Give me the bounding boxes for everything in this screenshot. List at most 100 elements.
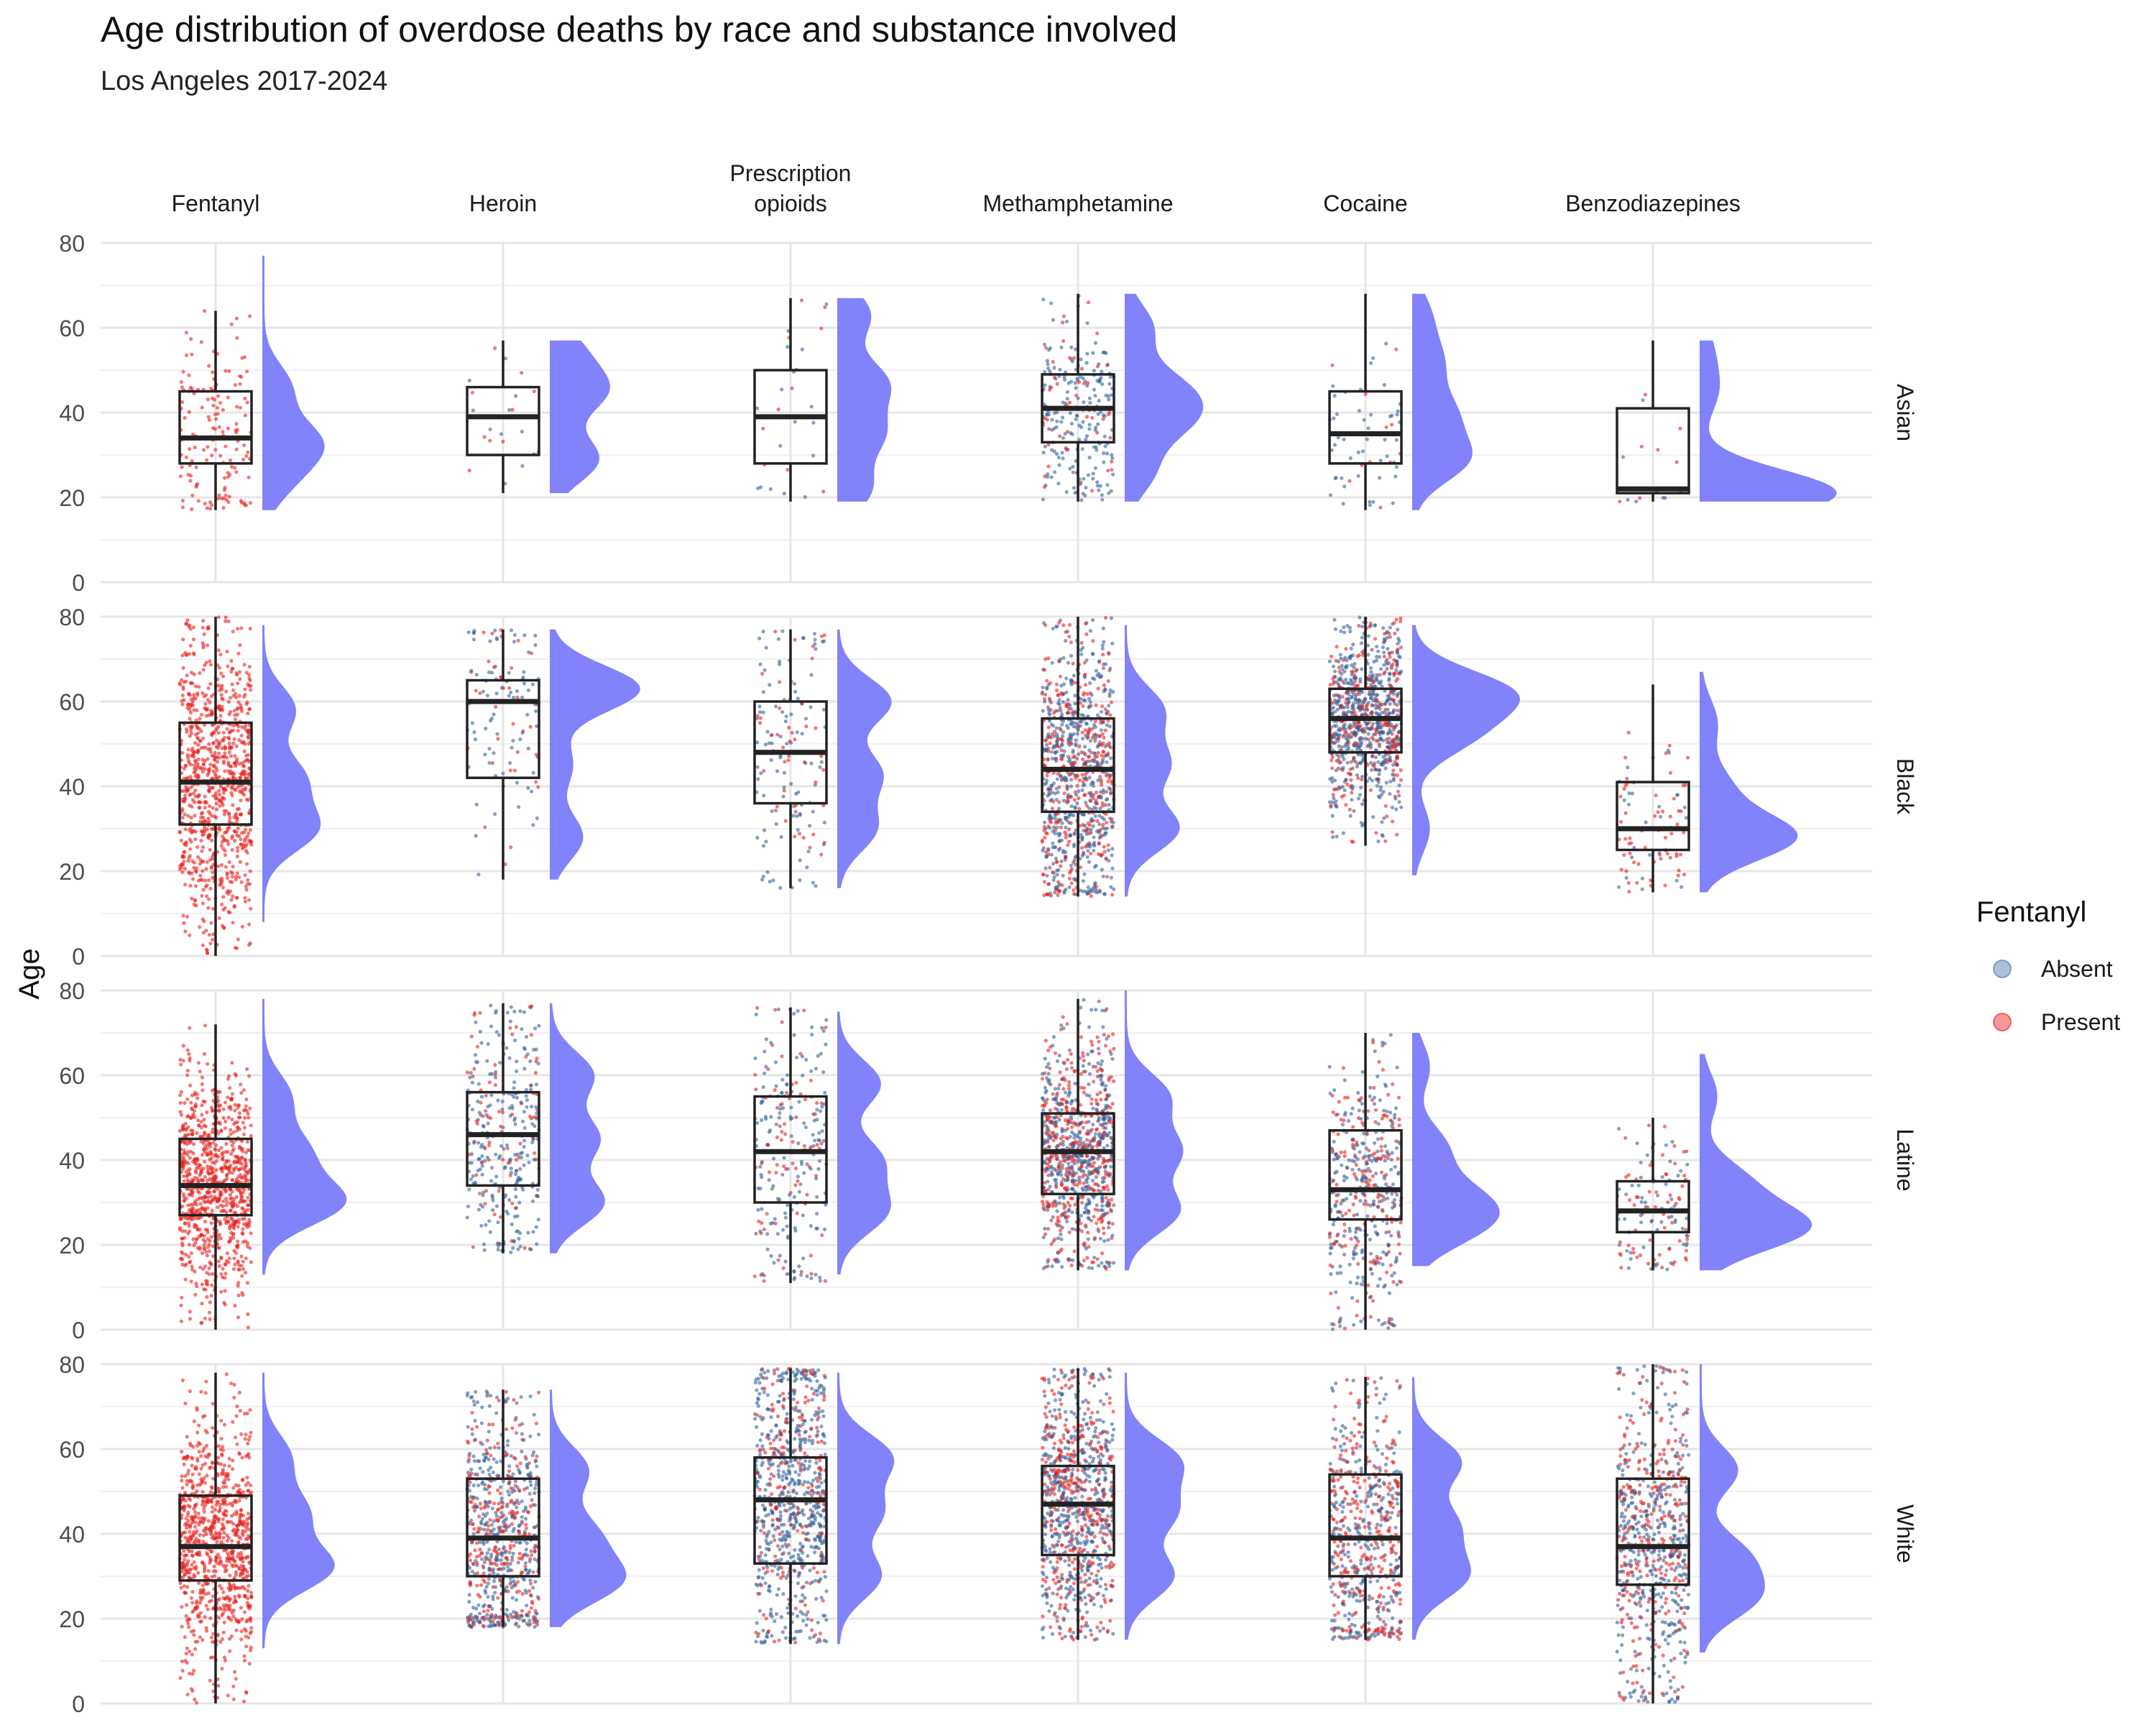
data-point [1054,886,1058,890]
data-point [232,903,237,908]
data-point [1048,865,1052,870]
data-point [1332,394,1337,398]
data-point [195,845,200,850]
data-point [1073,721,1077,725]
data-point [249,906,253,911]
data-point [778,886,783,890]
data-point [1056,482,1061,486]
data-point [235,819,239,824]
data-point [238,405,243,410]
data-point [1049,708,1053,712]
data-point [1073,760,1077,765]
data-point [1096,412,1100,416]
data-point [181,369,185,374]
data-point [1079,357,1083,362]
data-point [1088,400,1092,405]
data-point [227,1256,231,1261]
data-point [1093,341,1098,345]
data-point [1091,472,1095,476]
data-point [1084,776,1088,780]
data-point [196,737,201,741]
data-point [1075,773,1080,778]
data-point [819,326,824,331]
data-point [1337,684,1341,689]
data-point [493,1063,497,1067]
data-point [185,1068,190,1073]
data-point [220,801,224,805]
data-point [1378,476,1382,480]
data-point [1084,632,1089,637]
data-point [1059,737,1064,742]
data-point [517,1200,522,1205]
data-point [178,1100,183,1105]
data-point [1354,744,1358,748]
data-point [1068,732,1072,737]
data-point [1069,640,1073,645]
data-point [225,876,230,880]
data-point [1390,423,1394,427]
data-point [186,859,190,863]
data-point [1626,730,1631,735]
data-point [1102,735,1106,740]
data-point [1348,772,1353,776]
data-point [1397,783,1401,788]
data-point [1395,755,1400,759]
data-point [1374,644,1379,649]
data-point [206,686,211,691]
data-point [1051,771,1056,776]
data-point [232,1122,236,1126]
data-point [206,1170,210,1174]
data-point [209,827,213,831]
data-point [522,1163,526,1167]
data-point [473,1053,478,1057]
data-point [181,862,185,867]
data-point [811,644,815,648]
data-point [1399,645,1403,650]
data-point [203,1228,208,1232]
data-point [1643,392,1647,397]
data-point [778,659,782,663]
data-point [1350,694,1354,699]
data-point [1396,627,1400,632]
data-point [180,1243,185,1248]
data-point [1374,831,1378,835]
data-point [182,1151,186,1156]
data-point [475,1121,479,1126]
data-point [1083,683,1088,687]
data-point [1087,860,1091,864]
data-point [200,1282,204,1287]
data-point [1082,783,1087,787]
data-point [500,1107,505,1112]
data-point [1043,474,1047,479]
data-point [222,735,227,740]
data-point [182,860,186,864]
data-point [218,454,223,458]
data-point [203,1132,207,1136]
data-point [224,615,228,620]
data-point [217,788,221,793]
data-point [1337,744,1341,748]
data-point [512,1080,517,1085]
data-point [182,766,187,771]
data-point [188,1026,192,1030]
data-point [1046,442,1051,447]
data-point [792,681,796,686]
data-point [221,886,225,890]
data-point [511,722,515,726]
data-point [236,1204,240,1208]
data-point [207,418,211,423]
data-point [1342,437,1346,442]
data-point [203,745,208,750]
data-point [1059,859,1064,863]
data-point [1057,698,1061,702]
data-point [224,1178,228,1182]
data-point [229,870,233,875]
data-point [1341,502,1345,506]
data-point [781,745,786,750]
data-point [183,1121,188,1126]
data-point [198,1247,202,1251]
data-point [1108,666,1112,671]
data-point [247,922,252,926]
data-point [1067,827,1072,832]
data-point [214,745,218,749]
